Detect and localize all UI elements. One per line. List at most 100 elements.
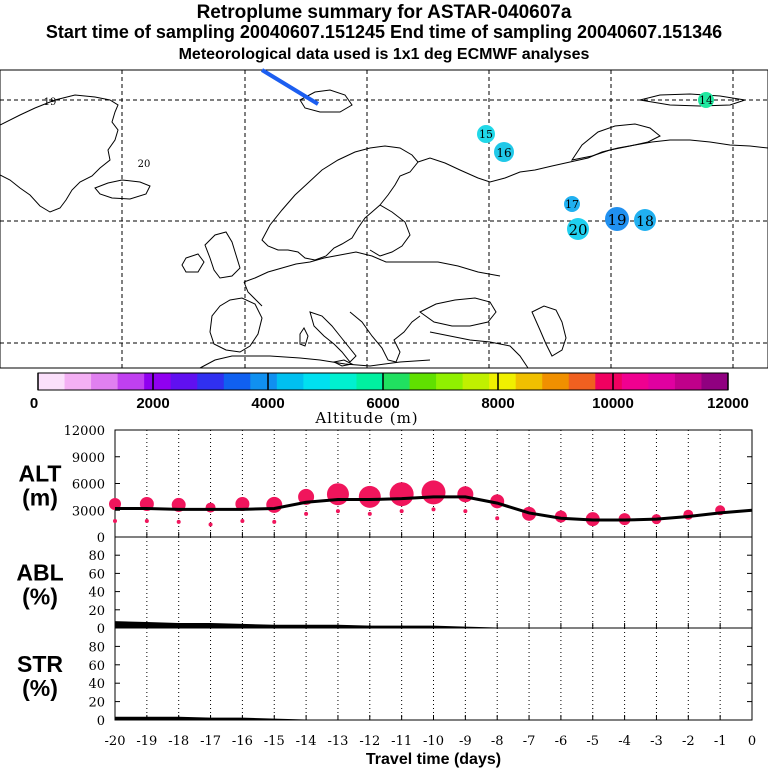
colorbar-cell bbox=[542, 373, 570, 390]
map-cluster-17-dot bbox=[564, 196, 580, 212]
altitude-cluster-minor bbox=[431, 507, 436, 512]
altitude-cluster-minor bbox=[463, 509, 468, 514]
altitude-cluster-minor bbox=[208, 522, 213, 527]
altitude-cluster-minor bbox=[113, 518, 117, 523]
map-cluster-14-label: 14 bbox=[699, 94, 713, 107]
y-tick-label: 80 bbox=[88, 549, 105, 564]
colorbar-cell bbox=[303, 373, 331, 390]
altitude-cluster-point bbox=[358, 485, 381, 508]
map-cluster-18-dot bbox=[634, 209, 656, 231]
colorbar-tick-label: 10000 bbox=[592, 395, 634, 412]
x-tick-label: -7 bbox=[523, 734, 536, 749]
altitude-cluster-minor bbox=[335, 509, 340, 514]
coastlines bbox=[0, 89, 768, 369]
panel-frame bbox=[114, 627, 753, 721]
map-cluster-19: 19 bbox=[605, 207, 629, 231]
x-tick-label: -16 bbox=[232, 734, 253, 749]
y-tick-label: 6000 bbox=[72, 478, 105, 493]
colorbar-cell bbox=[462, 373, 490, 390]
panel-str: 0 20 40 60 80 STR (%) bbox=[17, 627, 753, 729]
map-cluster-18-label: 18 bbox=[636, 214, 654, 230]
panel-ylabel-line: (%) bbox=[22, 584, 58, 610]
map-cluster-15: 15 bbox=[477, 125, 495, 143]
altitude-cluster-point bbox=[205, 502, 216, 513]
colorbar-cell bbox=[674, 373, 702, 390]
colorbar-cell bbox=[489, 373, 517, 390]
colorbar-cell bbox=[197, 373, 225, 390]
panel-abl: 0 20 40 60 80 ABL (%) bbox=[16, 536, 753, 637]
altitude-cluster-point bbox=[266, 496, 283, 513]
colorbar-tick-label: 8000 bbox=[481, 395, 514, 412]
map-cluster-14: 14 bbox=[698, 92, 714, 108]
panel-ylabel-line: STR bbox=[17, 651, 63, 677]
panel-ylabel: ABL (%) bbox=[16, 560, 63, 610]
colorbar-cell bbox=[701, 373, 729, 390]
x-tick-label: -6 bbox=[555, 734, 568, 749]
colorbar-label: Altitude (m) bbox=[314, 409, 418, 427]
altitude-cluster-point bbox=[421, 480, 446, 505]
panel-ylabel-line: (m) bbox=[22, 485, 58, 511]
altitude-cluster-minor bbox=[304, 511, 309, 516]
colorbar-cell bbox=[91, 373, 119, 390]
colorbar-tick-label: 2000 bbox=[136, 395, 169, 412]
colorbar-tick-label: 6000 bbox=[366, 395, 399, 412]
x-axis: -20 -19 -18 -17 -16 -15 -14 -13 -12 -11 -10 -9 -8 -7-… bbox=[105, 734, 757, 768]
y-tick-label: 9000 bbox=[72, 451, 105, 466]
panel-ylabel-line: ABL bbox=[16, 560, 63, 586]
altitude-cluster-minor bbox=[240, 518, 245, 523]
y-tick-label: 0 bbox=[97, 714, 105, 729]
colorbar-cell bbox=[515, 373, 543, 390]
x-tick-label: -12 bbox=[359, 734, 380, 749]
y-tick-label: 12000 bbox=[64, 424, 105, 439]
y-tick-label: 0 bbox=[97, 531, 105, 546]
y-tick-label: 80 bbox=[88, 640, 105, 655]
altitude-mean-line bbox=[115, 495, 753, 522]
map-clusters: 14 15 16 17 18 19 bbox=[44, 92, 714, 240]
x-tick-label: 0 bbox=[748, 734, 756, 749]
y-tick-label: 20 bbox=[88, 604, 105, 619]
colorbar-cell bbox=[409, 373, 437, 390]
x-tick-label: -14 bbox=[296, 734, 317, 749]
panel-alt: 0 3000 6000 9000 12000 ALT (m) bbox=[18, 424, 753, 546]
met-data-note: Meteorological data used is 1x1 deg ECMW… bbox=[178, 46, 590, 63]
altitude-cluster-minor bbox=[367, 511, 372, 516]
panel-ylabel-line: ALT bbox=[18, 461, 61, 487]
map-cluster-14-dot bbox=[698, 92, 714, 108]
altitude-cluster-point bbox=[235, 497, 250, 512]
colorbar-cell bbox=[250, 373, 278, 390]
x-tick-label: -13 bbox=[327, 734, 348, 749]
x-tick-label: -17 bbox=[200, 734, 221, 749]
colorbar-cell bbox=[648, 373, 676, 390]
map-cluster-20-dot bbox=[567, 218, 589, 240]
x-tick-label: -18 bbox=[168, 734, 189, 749]
colorbar-cell bbox=[38, 373, 66, 390]
colorbar-cell bbox=[568, 373, 596, 390]
colorbar-cell bbox=[329, 373, 357, 390]
y-tick-label: 60 bbox=[88, 567, 105, 582]
y-tick-label: 40 bbox=[88, 677, 105, 692]
x-axis-label: Travel time (days) bbox=[366, 751, 501, 768]
x-tick-label: -9 bbox=[459, 734, 472, 749]
map-cluster-15-dot bbox=[477, 125, 495, 143]
panel-ylabel: ALT (m) bbox=[18, 461, 61, 511]
map-cluster-19-dot bbox=[605, 207, 629, 231]
colorbar-tick-label: 4000 bbox=[251, 395, 284, 412]
map-cluster-20-label: 20 bbox=[568, 221, 587, 239]
colorbar-tick-label: 0 bbox=[30, 395, 38, 412]
map-cluster-15-label: 15 bbox=[479, 128, 493, 141]
panel-frame bbox=[114, 536, 753, 629]
colorbar-cell bbox=[383, 373, 411, 390]
map-panel: 14 15 16 17 18 19 bbox=[0, 68, 768, 369]
altitude-cluster-point bbox=[389, 482, 414, 507]
chart-title: Retroplume summary for ASTAR-040607a bbox=[196, 2, 572, 23]
x-tick-label: -10 bbox=[423, 734, 444, 749]
map-cluster-19-label: 19 bbox=[607, 211, 626, 229]
x-tick-label: -19 bbox=[136, 734, 157, 749]
panel-ylabel-line: (%) bbox=[22, 675, 58, 701]
colorbar: 0 2000 4000 6000 8000 10000 12000 Altitude (m) bbox=[30, 372, 749, 427]
sampling-time: Start time of sampling 20040607.151245 E… bbox=[45, 22, 723, 42]
x-tick-label: -3 bbox=[650, 734, 663, 749]
colorbar-cell bbox=[356, 373, 384, 390]
colorbar-cell bbox=[595, 373, 623, 390]
